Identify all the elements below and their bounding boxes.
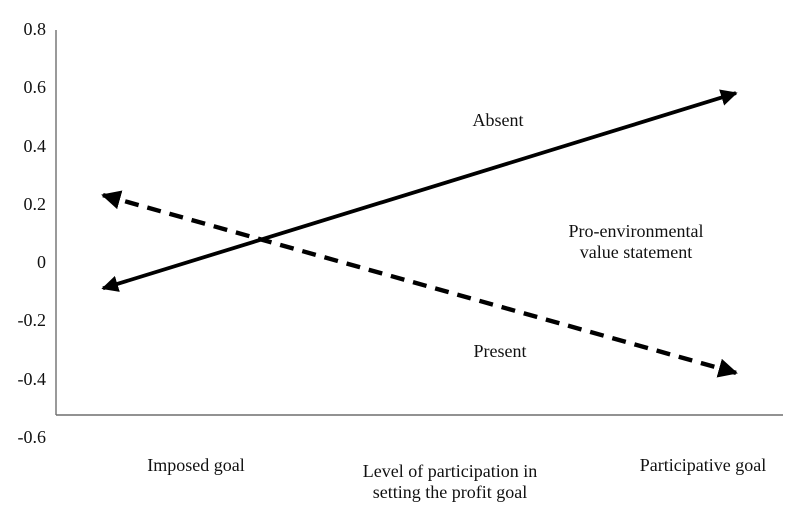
y-tick-label: 0.8 [23,19,47,39]
x-axis-title-line1: Level of participation in [362,461,538,481]
series-line-present [101,190,738,378]
y-tick-label: 0.2 [23,194,47,214]
y-tick-label: -0.2 [17,310,47,330]
x-axis-title: Level of participation in setting the pr… [363,461,537,503]
y-tick-label: -0.6 [17,427,47,447]
moderator-annotation-line2: value statement [579,242,693,262]
axes [55,30,783,416]
x-category-participative-goal: Participative goal [639,455,767,475]
x-axis-title-line2: setting the profit goal [372,482,528,502]
moderator-annotation-line1: Pro-environmental [568,221,704,241]
x-category-imposed-goal: Imposed goal [147,455,245,475]
series-label-present: Present [473,341,527,361]
y-tick-label: 0.6 [23,77,47,97]
y-tick-label: -0.4 [17,369,47,389]
y-tick-label: 0.4 [23,136,47,156]
y-tick-label: 0 [37,252,46,272]
data-series [101,89,738,378]
series-label-absent: Absent [472,110,524,130]
moderator-annotation: Pro-environmental value statement [569,221,704,263]
